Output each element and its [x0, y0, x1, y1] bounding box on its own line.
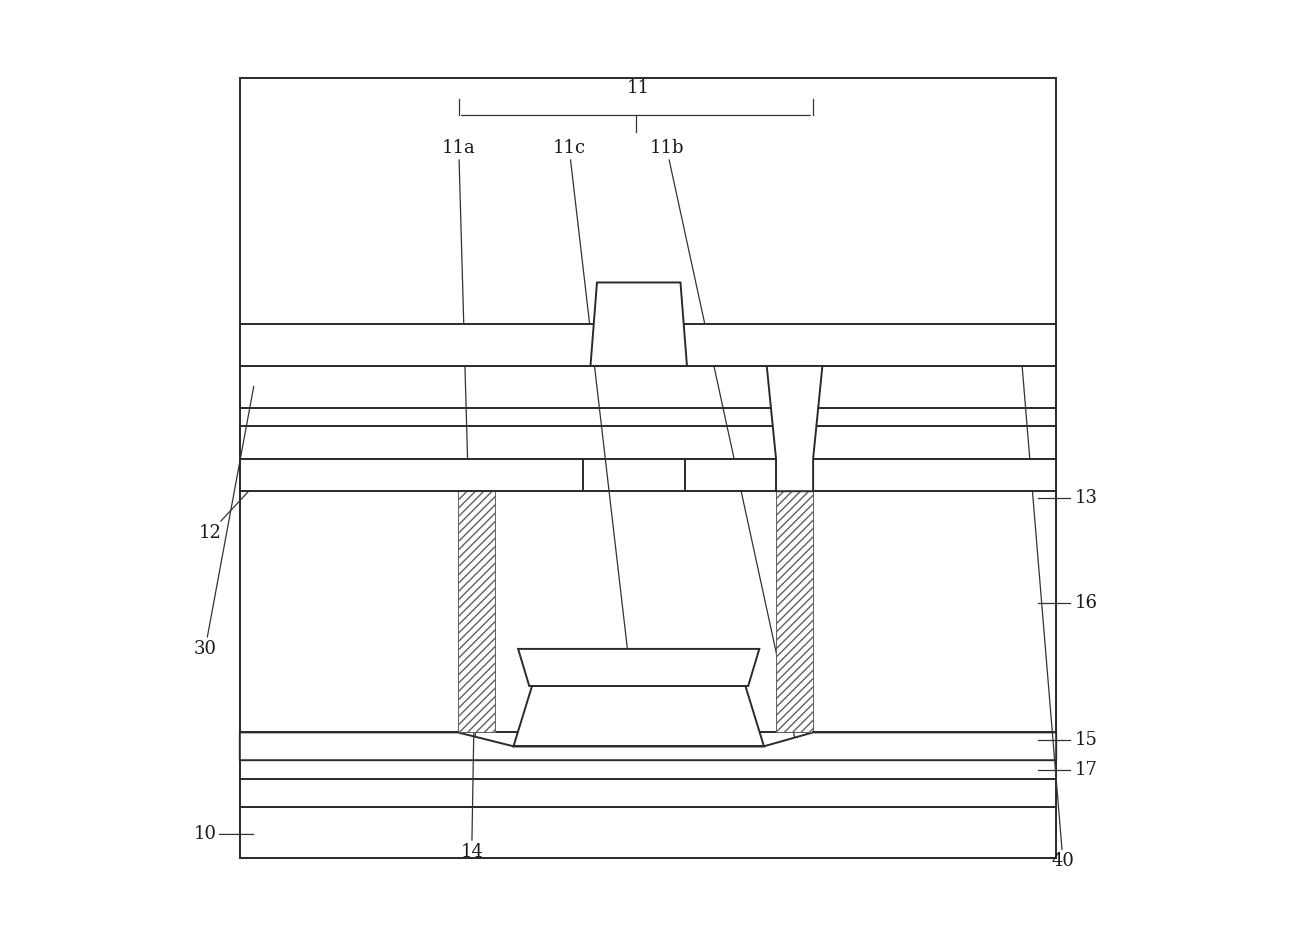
Bar [240, 324, 1056, 366]
Text: 10: 10 [193, 826, 254, 843]
Bar [240, 779, 1056, 807]
Text: 17: 17 [1074, 761, 1098, 780]
Polygon shape [513, 686, 763, 746]
Text: 12: 12 [198, 471, 268, 542]
Bar [240, 426, 1056, 459]
Bar [240, 366, 1056, 408]
Bar [686, 459, 1056, 491]
Bar [240, 807, 1056, 857]
Text: 11c: 11c [552, 139, 639, 746]
Text: 30: 30 [193, 387, 254, 658]
Polygon shape [767, 366, 823, 491]
Bar [776, 491, 813, 732]
Text: 40: 40 [1019, 329, 1074, 870]
Text: 11b: 11b [649, 139, 794, 737]
Text: 11: 11 [627, 79, 651, 96]
Text: 14: 14 [460, 579, 483, 861]
Polygon shape [240, 732, 1056, 760]
Text: 11a: 11a [442, 139, 476, 737]
Text: 15: 15 [1074, 731, 1098, 749]
Bar [240, 760, 1056, 779]
Bar [240, 491, 1056, 732]
Text: 13: 13 [1074, 489, 1098, 506]
Bar [457, 491, 495, 732]
Bar [240, 459, 583, 491]
Text: 16: 16 [1074, 593, 1098, 611]
Polygon shape [518, 649, 759, 686]
Polygon shape [591, 283, 687, 366]
Bar [240, 79, 1056, 857]
